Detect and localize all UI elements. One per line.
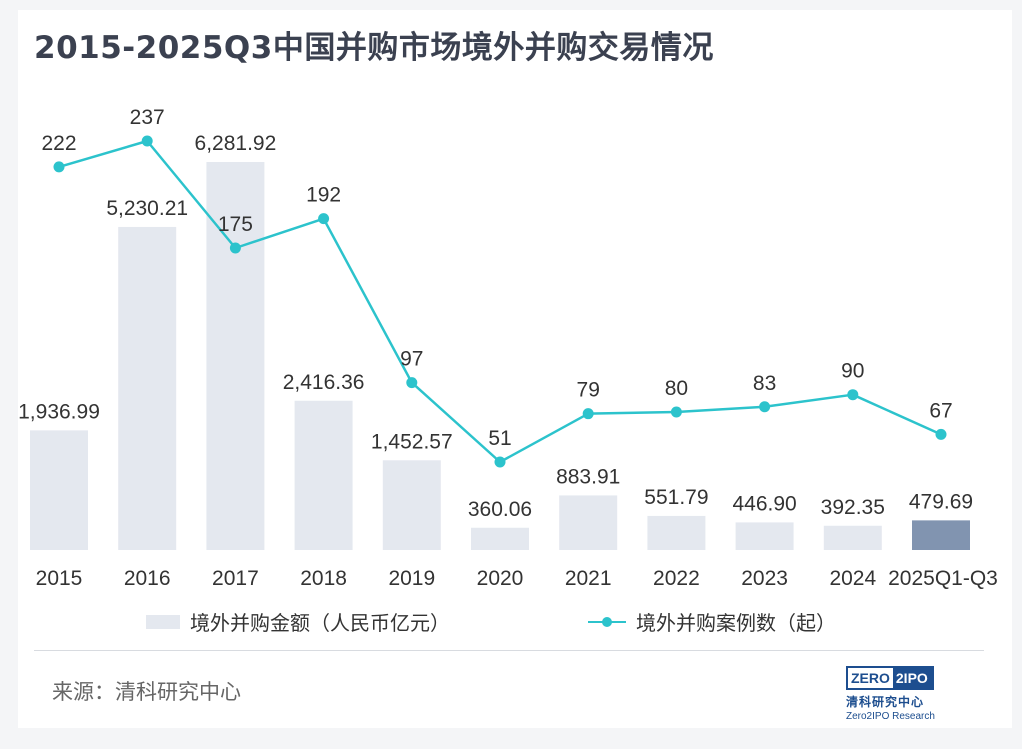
count-point-2022 [670, 406, 682, 418]
chart-plot: 1,936.99 5,230.21 6,281.92 2,416.36 1,452.57… [18, 106, 998, 590]
count-label-2018: 192 [306, 184, 341, 207]
x-tick-2023: 2023 [741, 567, 788, 590]
logo-left-text: ZERO [848, 668, 893, 688]
bar-2020 [471, 527, 529, 550]
chart-card [18, 10, 1012, 728]
bar-2025Q1-Q3 [912, 520, 970, 550]
bar-label-2016: 5,230.21 [106, 197, 188, 220]
bar-2019 [382, 460, 441, 550]
count-point-2020 [494, 456, 506, 468]
legend-amount-label: 境外并购金额（人民币亿元） [190, 611, 450, 635]
bar-2021 [559, 495, 618, 550]
bar-label-2015: 1,936.99 [18, 400, 100, 423]
legend-count-label: 境外并购案例数（起） [636, 611, 836, 635]
bar-2024 [823, 525, 882, 550]
count-point-2015 [53, 161, 65, 173]
count-label-2024: 90 [841, 360, 864, 383]
count-label-2019: 97 [400, 348, 423, 371]
count-point-2021 [582, 408, 594, 420]
bar-2022 [647, 515, 706, 550]
bar-label-2018: 2,416.36 [283, 371, 365, 394]
x-tick-2018: 2018 [300, 567, 347, 590]
bar-2015 [30, 430, 88, 550]
count-point-2019 [406, 377, 418, 389]
bar-label-2019: 1,452.57 [371, 430, 453, 453]
count-point-2025Q1-Q3 [935, 428, 947, 440]
count-label-2021: 79 [577, 379, 600, 402]
count-label-2016: 237 [130, 106, 165, 129]
x-tick-2019: 2019 [388, 567, 435, 590]
bar-label-2017: 6,281.92 [195, 132, 277, 155]
x-tick-2024: 2024 [829, 567, 876, 590]
x-tick-2025Q1-Q3: 2025Q1-Q3 [888, 567, 998, 590]
x-tick-2022: 2022 [653, 567, 700, 590]
count-point-2018 [318, 213, 330, 225]
count-line [58, 139, 942, 464]
logo-cn-text: 清科研究中心 [846, 695, 925, 709]
bar-label-2022: 551.79 [644, 486, 708, 509]
bar-label-2020: 360.06 [468, 498, 532, 521]
bar-label-2023: 446.90 [732, 492, 796, 515]
count-label-2017: 175 [218, 213, 253, 236]
legend-item-count: 境外并购案例数（起） [588, 607, 836, 636]
count-point-2024 [847, 389, 859, 401]
source-note: 来源：清科研究中心 [52, 680, 241, 704]
logo-right-text: 2IPO [892, 668, 932, 688]
count-point-2017 [229, 242, 241, 254]
x-tick-2021: 2021 [565, 567, 612, 590]
count-label-2022: 80 [665, 377, 688, 400]
legend-item-amount: 境外并购金额（人民币亿元） [146, 607, 450, 636]
count-label-2020: 51 [488, 427, 511, 450]
logo-wordmark: ZERO 2IPO [846, 666, 934, 690]
bar-label-2024: 392.35 [821, 496, 885, 519]
count-label-2015: 222 [41, 132, 76, 155]
legend: 境外并购金额（人民币亿元） 境外并购案例数（起） [0, 607, 1022, 637]
x-tick-2016: 2016 [124, 567, 171, 590]
bar-label-2025Q1-Q3: 479.69 [909, 490, 973, 513]
bar-label-2021: 883.91 [556, 465, 620, 488]
bar-2016 [118, 226, 177, 550]
chart-title: 2015-2025Q3中国并购市场境外并购交易情况 [34, 30, 714, 66]
logo-en-text: Zero2IPO Research [846, 711, 935, 722]
x-tick-2017: 2017 [212, 567, 259, 590]
zero2ipo-logo: ZERO 2IPO 清科研究中心 Zero2IPO Research [846, 666, 942, 722]
bar-2023 [735, 522, 794, 550]
count-label-2025Q1-Q3: 67 [929, 399, 952, 422]
x-tick-2015: 2015 [36, 567, 83, 590]
legend-line-swatch [588, 615, 626, 629]
count-point-2023 [759, 401, 771, 413]
bar-2018 [294, 400, 353, 550]
legend-bar-swatch [146, 614, 180, 629]
count-point-2016 [141, 135, 153, 147]
bar-2017 [206, 162, 265, 550]
x-tick-2020: 2020 [477, 567, 524, 590]
footer-divider [34, 650, 984, 651]
count-label-2023: 83 [753, 372, 776, 395]
